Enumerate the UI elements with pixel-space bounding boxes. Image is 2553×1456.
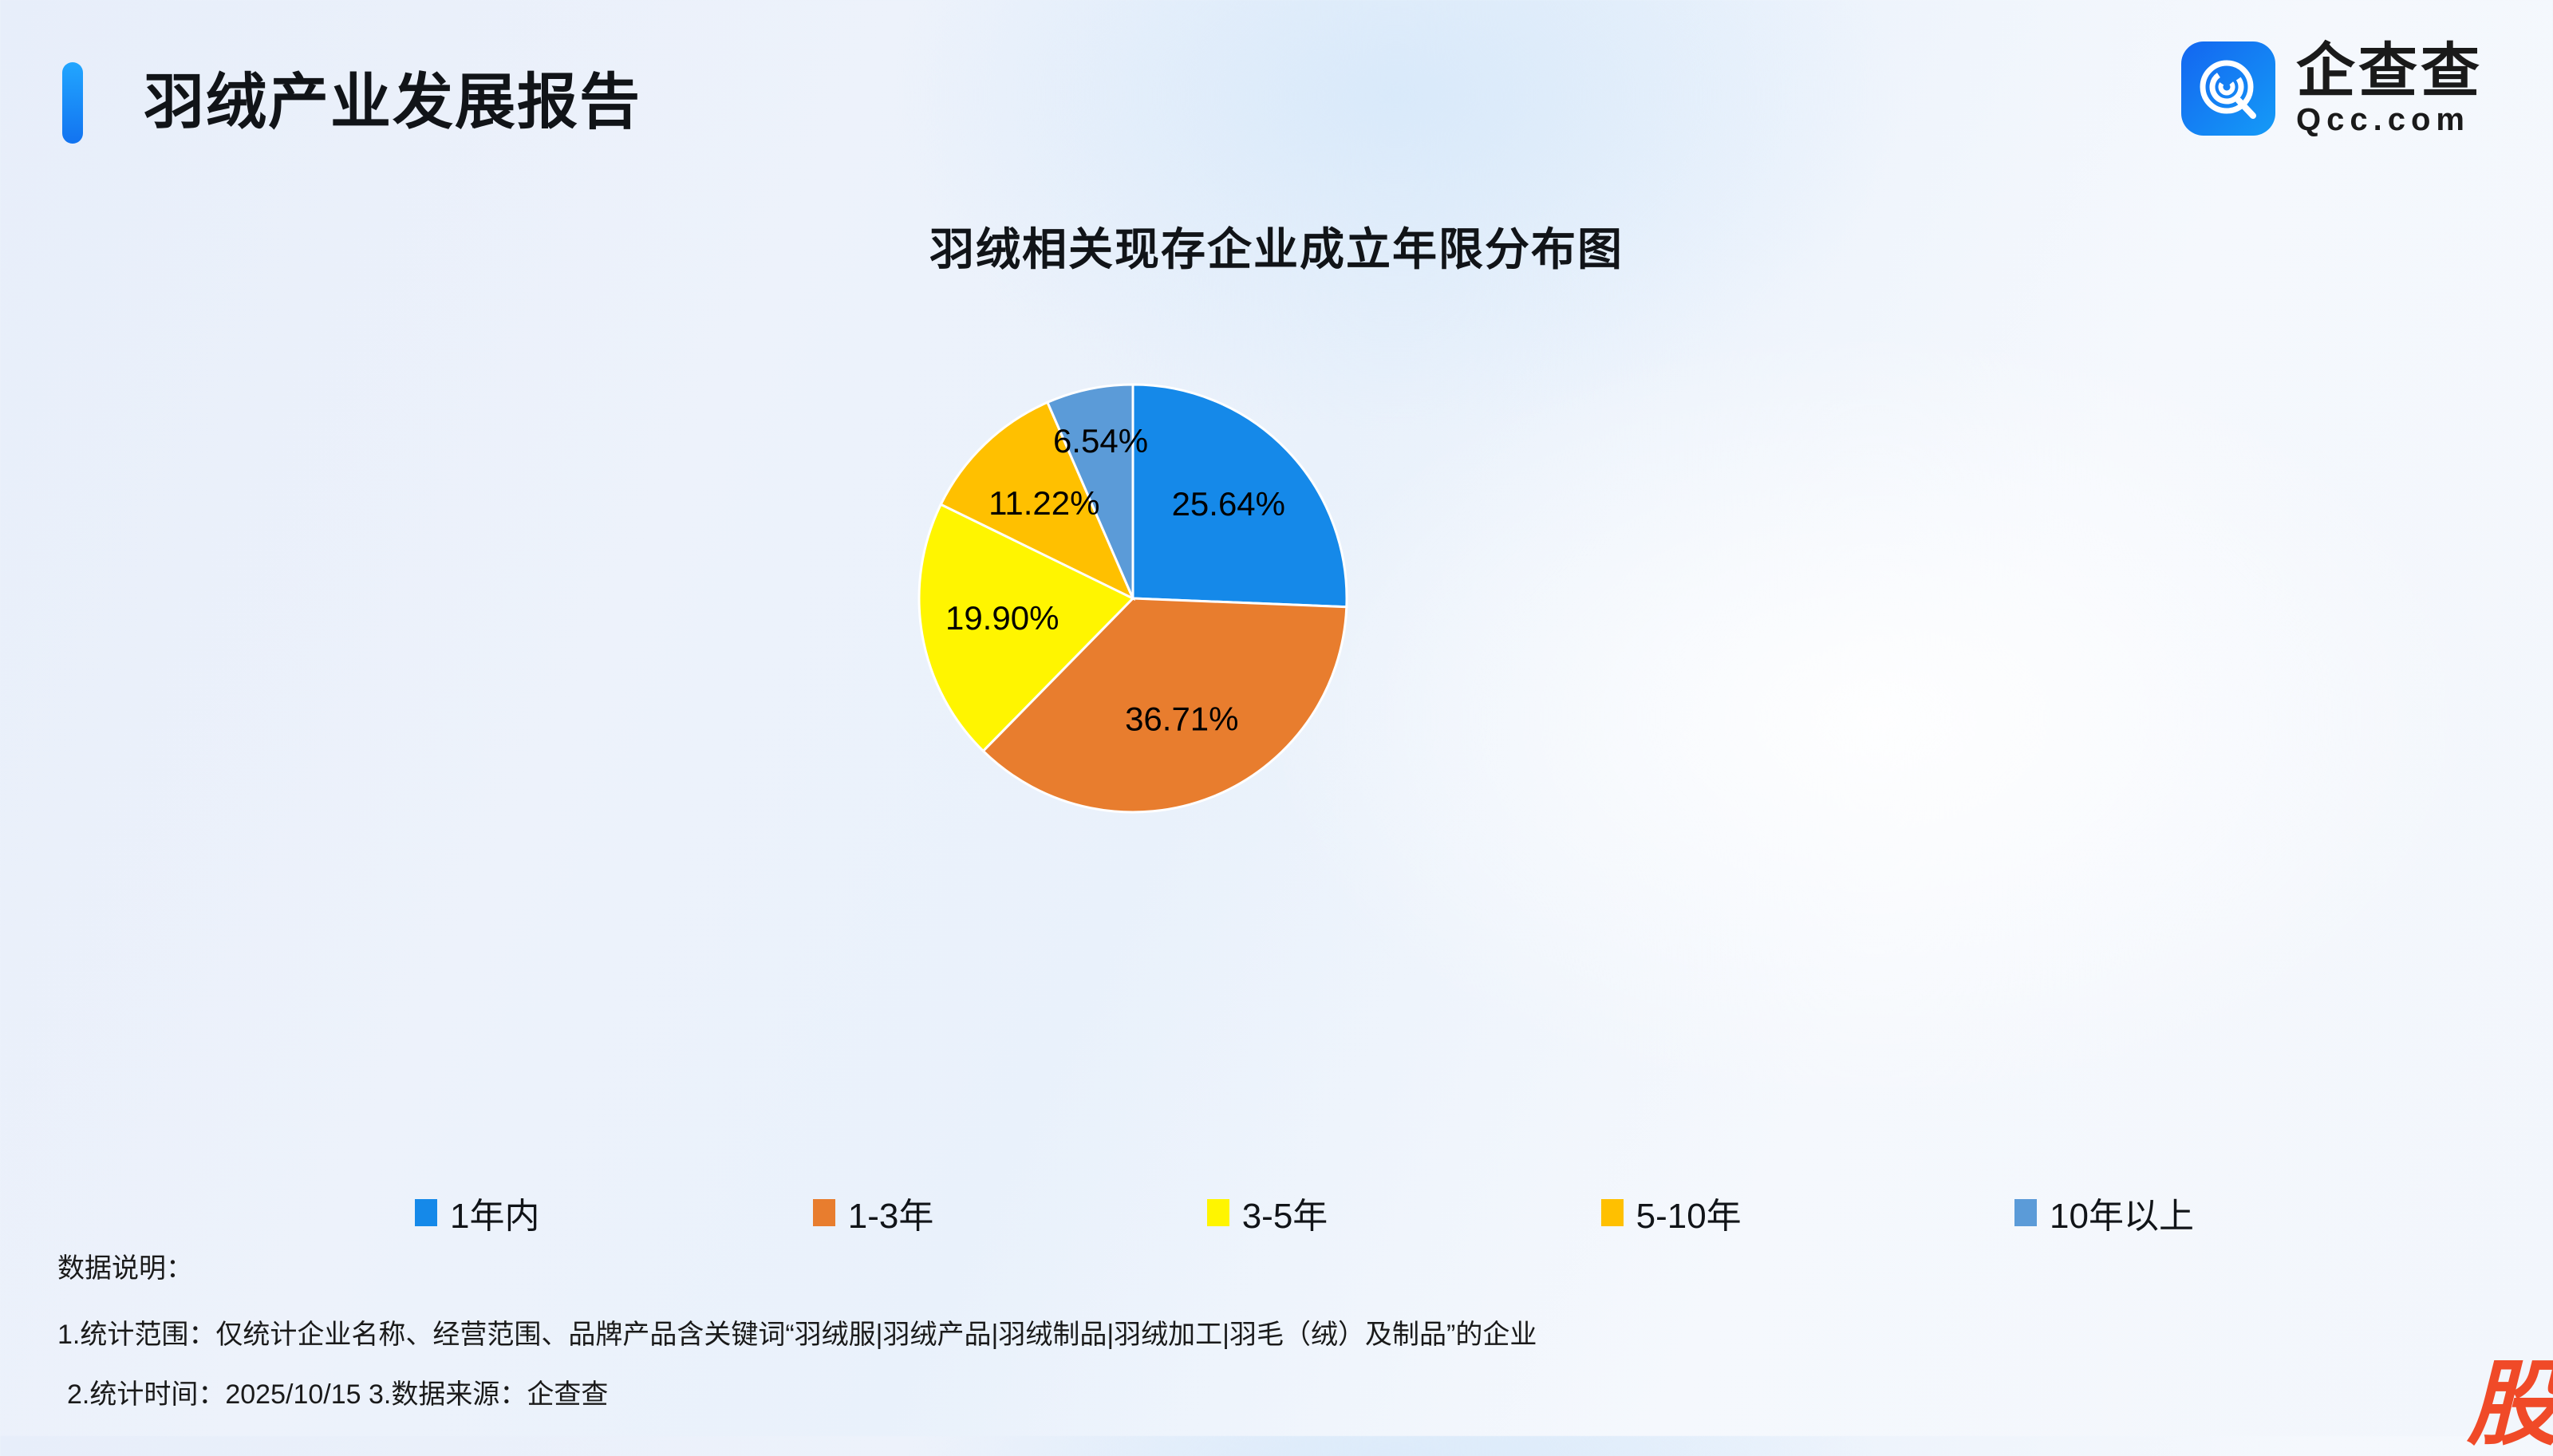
pie-slice-label: 6.54% xyxy=(1053,422,1148,460)
title-accent-bar xyxy=(62,62,83,144)
legend-label: 1-3年 xyxy=(847,1197,934,1236)
pie-chart-svg: 25.64% 36.71% 19.90% 11.22% 6.54% xyxy=(917,383,1348,814)
pie-slice xyxy=(981,597,1348,814)
page-header: 羽绒产业发展报告 企查查 Qcc.com xyxy=(0,0,2553,191)
pie-label-group: 25.64% 36.71% 19.90% 11.22% 6.54% xyxy=(945,422,1285,738)
chart-title: 羽绒相关现存企业成立年限分布图 xyxy=(929,224,1624,274)
legend-item[interactable]: 10年以上 xyxy=(2014,1187,2194,1238)
legend-item[interactable]: 1年内 xyxy=(415,1187,539,1238)
pie-slice xyxy=(1045,383,1134,599)
chart-legend: 1年内 1-3年 3-5年 5-10年 10年以上 xyxy=(415,1187,2194,1238)
data-notes: 数据说明： 1.统计范围：仅统计企业名称、经营范围、品牌产品含关键词“羽绒服|羽… xyxy=(57,1246,2371,1432)
pie-slice-group xyxy=(917,383,1348,814)
pie-slice-label: 19.90% xyxy=(945,599,1059,637)
legend-label: 3-5年 xyxy=(1241,1197,1328,1236)
notes-line-time-source: 2.统计时间：2025/10/15 3.数据来源：企查查 xyxy=(67,1379,609,1410)
legend-swatch xyxy=(1600,1199,1624,1226)
pie-chart: 25.64% 36.71% 19.90% 11.22% 6.54% xyxy=(917,383,1348,814)
legend-swatch xyxy=(415,1199,437,1226)
qcc-brand-cn: 企查查 xyxy=(2296,37,2483,104)
legend-item[interactable]: 3-5年 xyxy=(1206,1187,1328,1238)
page-title: 羽绒产业发展报告 xyxy=(144,69,641,136)
legend-item[interactable]: 1-3年 xyxy=(812,1187,934,1238)
notes-heading: 数据说明： xyxy=(57,1253,193,1284)
legend-label: 1年内 xyxy=(450,1197,540,1236)
watermark: 股 xyxy=(2467,1352,2553,1456)
pie-slice-label: 25.64% xyxy=(1172,485,1285,523)
qcc-logo-mark-icon xyxy=(2181,41,2275,136)
legend-swatch xyxy=(812,1199,835,1226)
pie-slice xyxy=(939,400,1136,602)
notes-line-scope: 1.统计范围：仅统计企业名称、经营范围、品牌产品含关键词“羽绒服|羽绒产品|羽绒… xyxy=(57,1320,1537,1350)
qcc-logo-text: 企查查 Qcc.com xyxy=(2296,41,2483,136)
legend-swatch xyxy=(1206,1199,1229,1226)
legend-label: 10年以上 xyxy=(2050,1197,2194,1236)
legend-label: 5-10年 xyxy=(1636,1197,1742,1236)
legend-item[interactable]: 5-10年 xyxy=(1600,1187,1742,1238)
qcc-logo: 企查查 Qcc.com xyxy=(2181,41,2483,136)
pie-slice xyxy=(917,503,1135,753)
pie-slice-label: 36.71% xyxy=(1125,700,1238,738)
legend-swatch xyxy=(2014,1199,2037,1226)
pie-slice-label: 11.22% xyxy=(988,484,1099,522)
pie-slice xyxy=(1131,383,1348,609)
qcc-brand-en: Qcc.com xyxy=(2296,102,2470,137)
